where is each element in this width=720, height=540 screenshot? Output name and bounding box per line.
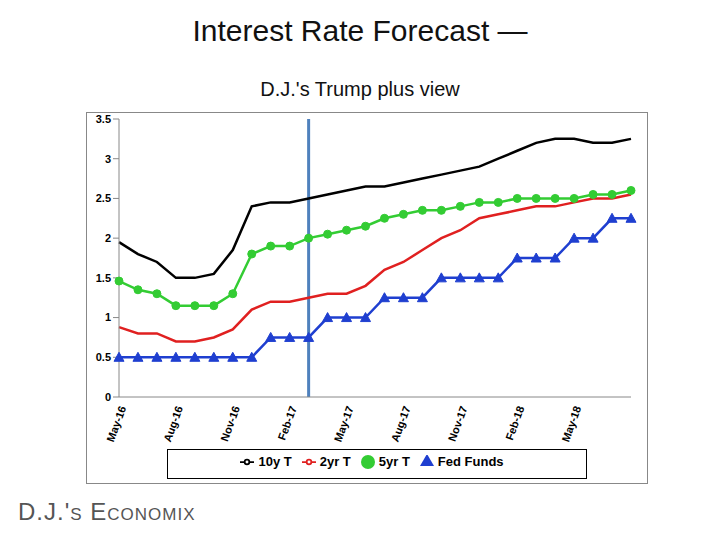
svg-text:Nov-17: Nov-17 — [446, 404, 470, 443]
html-text:10y T: 10y T — [258, 454, 292, 469]
svg-text:Nov-16: Nov-16 — [218, 404, 242, 443]
html-text:5yr T: 5yr T — [378, 454, 410, 469]
svg-text:Feb-17: Feb-17 — [275, 404, 298, 441]
svg-text:3: 3 — [105, 153, 111, 165]
svg-text:May-17: May-17 — [332, 404, 356, 443]
html-text:D.J.'s Economix: D.J.'s Economix — [18, 498, 196, 525]
html-text:2yr T: 2yr T — [319, 454, 351, 469]
svg-text:0: 0 — [105, 391, 111, 403]
svg-text:Feb-18: Feb-18 — [503, 404, 526, 441]
svg-text:3.5: 3.5 — [96, 113, 111, 125]
svg-text:May-16: May-16 — [104, 404, 128, 443]
svg-text:1.5: 1.5 — [96, 272, 111, 284]
html-text:D.J.'s Trump plus view: D.J.'s Trump plus view — [260, 78, 460, 100]
svg-text:2.5: 2.5 — [96, 192, 111, 204]
html-text:Fed Funds: Fed Funds — [437, 454, 504, 469]
svg-text:Aug-16: Aug-16 — [161, 404, 185, 443]
svg-text:0.5: 0.5 — [96, 351, 111, 363]
svg-text:May-18: May-18 — [559, 404, 583, 443]
svg-text:1: 1 — [105, 311, 111, 323]
svg-text:Aug-17: Aug-17 — [389, 404, 413, 443]
svg-text:2: 2 — [105, 232, 111, 244]
html-text:Interest Rate Forecast —: Interest Rate Forecast — — [192, 14, 528, 47]
